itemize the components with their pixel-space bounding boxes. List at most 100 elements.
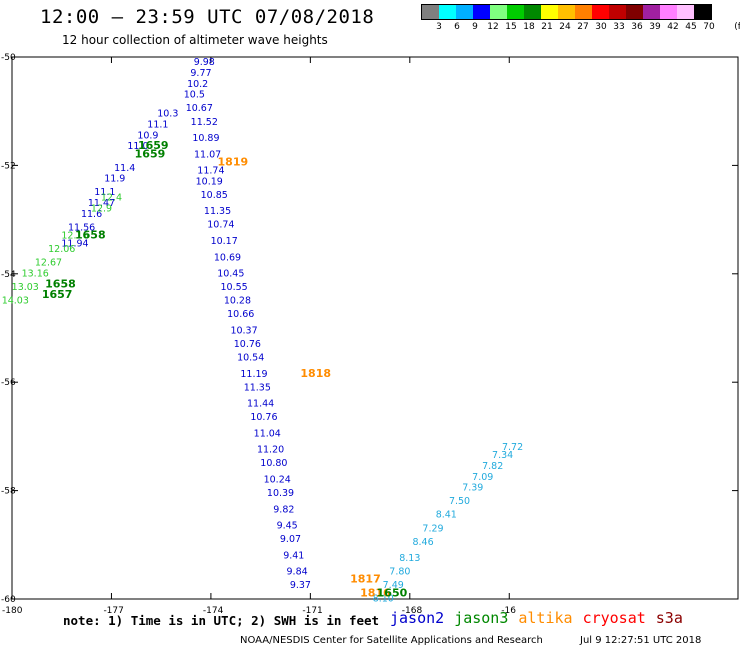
legend-swatch: [456, 5, 473, 19]
legend-label: 12: [487, 22, 499, 32]
satellite-name-altika: altika: [518, 609, 573, 627]
legend-label: 3: [436, 22, 442, 32]
legend-color-bar: [421, 4, 712, 20]
swh-value-jason2: 10.67: [186, 103, 213, 114]
swh-value-jason3: 12.16: [61, 231, 88, 242]
swh-value-jason2: 11.04: [254, 428, 281, 439]
swh-value-s3a: 8.10: [373, 594, 394, 605]
swh-value-s3a: 7.34: [492, 450, 513, 461]
lat-tick-label: -54: [1, 270, 16, 280]
swh-value-s3a: 8.41: [436, 510, 457, 521]
swh-value-jason2: 9.98: [194, 57, 215, 68]
lon-tick-label: -168: [402, 606, 423, 616]
swh-value-s3a: 7.80: [389, 567, 410, 578]
swh-value-jason3: 13.03: [12, 282, 39, 293]
swh-value-jason2: 9.45: [277, 521, 298, 532]
swh-value-jason2: 10.85: [201, 190, 228, 201]
pass-time-label: 1659: [138, 139, 169, 152]
legend-label: 45: [685, 22, 697, 32]
swh-value-s3a: 7.29: [422, 523, 443, 534]
swh-value-s3a: 8.13: [399, 553, 420, 564]
legend-label: 24: [559, 22, 571, 32]
swh-value-jason2: 11.07: [194, 149, 221, 160]
swh-value-jason2: 9.41: [283, 550, 304, 561]
swh-value-jason2: 10.39: [267, 488, 294, 499]
swh-value-jason2: 10.19: [196, 176, 223, 187]
swh-value-jason3: 13.16: [22, 269, 49, 280]
swh-value-jason2: 10.2: [187, 79, 208, 90]
lat-tick-label: -58: [1, 487, 16, 497]
credit-line: NOAA/NESDIS Center for Satellite Applica…: [240, 635, 543, 646]
swh-value-jason2: 10.24: [264, 474, 291, 485]
swh-value-jason2: 10.69: [214, 252, 241, 263]
swh-value-jason2: 9.07: [280, 534, 301, 545]
swh-value-jason3: 14.03: [2, 296, 29, 307]
legend-label: 18: [523, 22, 535, 32]
swh-value-jason2: 11.47: [88, 198, 115, 209]
swh-value-jason3: 12.4: [101, 193, 122, 204]
pass-time-label: 1816: [360, 586, 391, 599]
page-subtitle: 12 hour collection of altimeter wave hei…: [62, 33, 328, 47]
page-title: 12:00 – 23:59 UTC 07/08/2018: [40, 6, 375, 28]
legend-label: 33: [613, 22, 625, 32]
swh-value-jason2: 11.94: [61, 239, 88, 250]
swh-value-jason2: 10.74: [207, 220, 234, 231]
satellite-name-jason3: jason3: [454, 609, 509, 627]
swh-value-jason2: 11.35: [204, 206, 231, 217]
swh-value-s3a: 7.49: [383, 580, 404, 591]
swh-value-jason2: 11.6: [81, 209, 102, 220]
swh-value-jason2: 11.19: [240, 369, 267, 380]
legend-swatch: [660, 5, 677, 19]
legend-swatch: [694, 5, 711, 19]
legend-swatch: [677, 5, 694, 19]
swh-value-jason2: 11.52: [191, 117, 218, 128]
lat-tick-label: -50: [1, 53, 16, 63]
legend-swatch: [626, 5, 643, 19]
legend-label: 39: [649, 22, 661, 32]
swh-value-jason2: 10.80: [260, 458, 287, 469]
satellite-name-cryosat: cryosat: [582, 609, 646, 627]
pass-time-label: 1819: [218, 155, 249, 168]
satellite-name-jason2: jason2: [390, 609, 445, 627]
lon-tick-label: -171: [302, 606, 322, 616]
swh-value-jason2: 10.89: [192, 133, 219, 144]
swh-value-jason2: 11.74: [197, 166, 224, 177]
swh-value-jason2: 10.54: [237, 353, 264, 364]
swh-value-jason2: 11.1: [94, 187, 115, 198]
swh-value-jason2: 11.56: [68, 222, 95, 233]
satellite-legend: jason2 jason3 altika cryosat s3a: [390, 609, 693, 627]
swh-value-s3a: 7.09: [472, 472, 493, 483]
swh-value-jason2: 11.4: [114, 163, 135, 174]
swh-value-jason2: 10.28: [224, 296, 251, 307]
legend-swatch: [490, 5, 507, 19]
swh-value-jason2: 10.37: [230, 325, 257, 336]
legend-label: 15: [505, 22, 517, 32]
swh-value-jason2: 10.66: [227, 309, 254, 320]
lon-tick-label: -177: [103, 606, 123, 616]
lat-tick-label: -52: [1, 161, 16, 171]
legend-swatch: [541, 5, 558, 19]
swh-value-jason2: 11.1: [147, 119, 168, 130]
legend-label: 6: [454, 22, 460, 32]
swh-value-jason3: 12.06: [48, 244, 75, 255]
legend-label: 21: [541, 22, 553, 32]
map-frame: [11, 56, 739, 600]
swh-value-jason2: 9.77: [190, 68, 211, 79]
legend-swatch: [575, 5, 592, 19]
legend-label: 70: [703, 22, 715, 32]
swh-value-jason2: 10.45: [217, 269, 244, 280]
legend-swatch: [592, 5, 609, 19]
swh-value-jason2: 10.3: [157, 109, 178, 120]
swh-value-jason2: 11.44: [247, 399, 274, 410]
lon-tick-label: -180: [2, 606, 23, 616]
legend-swatch: [439, 5, 456, 19]
legend-label: 27: [577, 22, 589, 32]
pass-time-label: 1818: [300, 367, 331, 380]
legend-label: 36: [631, 22, 643, 32]
lon-tick-label: -16: [501, 606, 516, 616]
swh-value-s3a: 7.39: [462, 483, 483, 494]
pass-time-label: 1659: [135, 147, 166, 160]
legend-label: 42: [667, 22, 679, 32]
